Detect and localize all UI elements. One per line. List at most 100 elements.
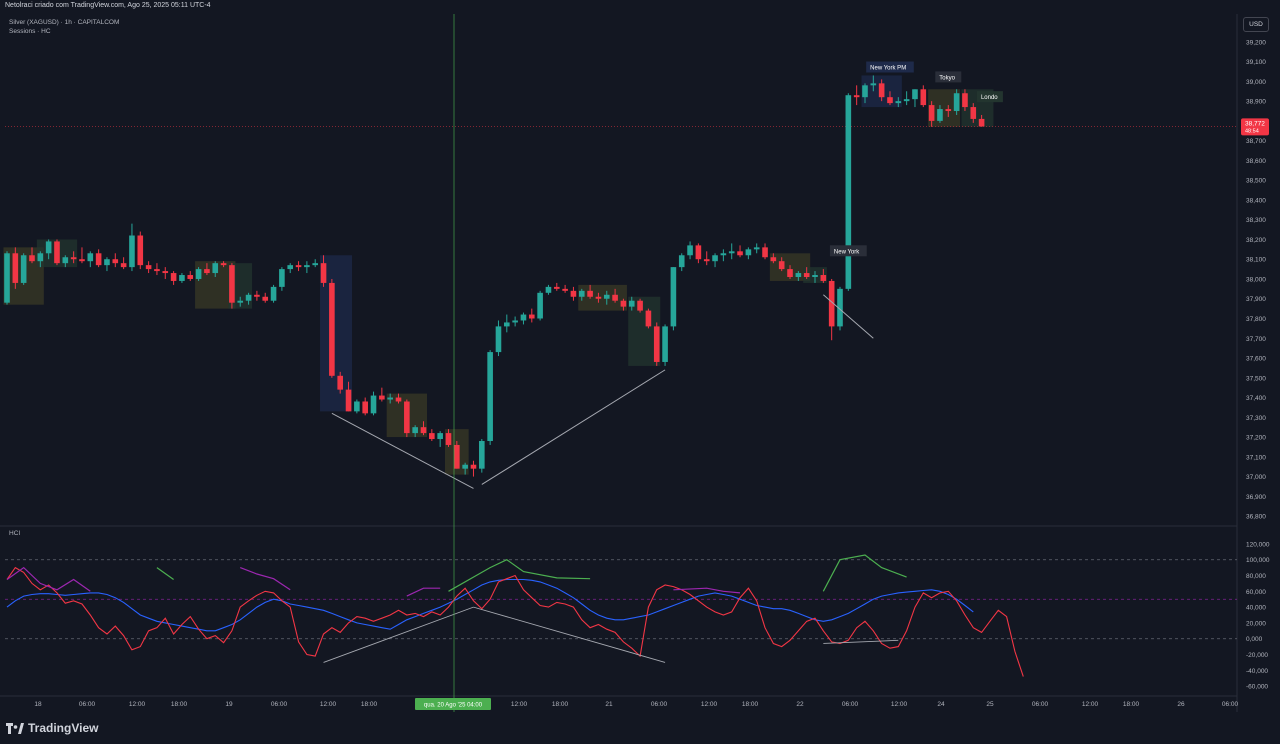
candle[interactable] (262, 292, 269, 303)
candle[interactable] (362, 397, 368, 416)
candle[interactable] (712, 253, 718, 268)
candle[interactable] (645, 308, 652, 329)
candle[interactable] (162, 267, 169, 279)
candle[interactable] (370, 391, 377, 416)
candle[interactable] (387, 393, 393, 404)
candle[interactable] (528, 308, 535, 323)
candle[interactable] (187, 271, 194, 281)
candle[interactable] (903, 91, 910, 106)
candle[interactable] (154, 263, 160, 276)
candle[interactable] (204, 263, 210, 276)
candle[interactable] (820, 269, 827, 283)
candle[interactable] (745, 247, 752, 260)
candle[interactable] (762, 243, 768, 260)
candle[interactable] (12, 247, 19, 289)
candle[interactable] (95, 249, 102, 268)
candle[interactable] (795, 271, 802, 281)
divergence-line[interactable] (331, 412, 474, 489)
indicator-line-segment[interactable] (448, 559, 591, 592)
candle[interactable] (945, 105, 952, 117)
candle[interactable] (237, 296, 244, 307)
candle[interactable] (703, 251, 710, 266)
candle[interactable] (245, 292, 252, 305)
indicator-line[interactable] (6, 578, 974, 632)
candle[interactable] (454, 441, 460, 469)
candle[interactable] (962, 89, 968, 112)
candle[interactable] (29, 247, 35, 264)
candle[interactable] (437, 431, 443, 447)
candle[interactable] (212, 261, 219, 277)
indicator-line[interactable] (6, 566, 1024, 677)
candle[interactable] (445, 429, 452, 447)
candle[interactable] (803, 267, 810, 279)
indicator-line-segment[interactable] (822, 554, 907, 592)
candle[interactable] (179, 273, 185, 283)
candle[interactable] (270, 284, 277, 303)
candle[interactable] (70, 251, 77, 264)
candle[interactable] (79, 247, 85, 264)
candle[interactable] (737, 245, 743, 258)
candle[interactable] (812, 271, 818, 283)
candle[interactable] (54, 239, 60, 266)
candle[interactable] (504, 314, 510, 333)
candle[interactable] (379, 387, 385, 402)
candle[interactable] (587, 284, 593, 299)
candle[interactable] (887, 91, 893, 106)
indicator-line-segment[interactable] (6, 566, 91, 592)
candle[interactable] (637, 298, 643, 313)
candle[interactable] (412, 425, 418, 438)
candle[interactable] (687, 241, 693, 260)
candle[interactable] (603, 290, 610, 305)
candle[interactable] (320, 255, 327, 287)
candle[interactable] (295, 261, 302, 272)
candle[interactable] (420, 421, 427, 436)
candle[interactable] (978, 114, 985, 127)
candle[interactable] (878, 79, 885, 102)
candle[interactable] (104, 257, 110, 272)
candle[interactable] (670, 267, 677, 331)
candle[interactable] (404, 399, 410, 438)
candle[interactable] (170, 271, 177, 285)
divergence-line[interactable] (481, 369, 666, 485)
candle[interactable] (678, 253, 685, 272)
candle[interactable] (254, 290, 260, 301)
candle[interactable] (120, 257, 127, 270)
candle[interactable] (562, 284, 568, 293)
candle[interactable] (112, 253, 119, 268)
candle[interactable] (462, 462, 468, 475)
candle[interactable] (537, 290, 543, 321)
candle[interactable] (620, 298, 627, 311)
candle[interactable] (628, 296, 635, 311)
divergence-line[interactable] (823, 294, 874, 339)
candle[interactable] (653, 322, 660, 366)
candle[interactable] (495, 320, 502, 357)
candle[interactable] (662, 324, 668, 366)
candle[interactable] (479, 439, 485, 473)
candle[interactable] (845, 93, 852, 291)
candle[interactable] (137, 231, 144, 270)
candle[interactable] (970, 103, 977, 123)
candle[interactable] (279, 267, 285, 291)
candle[interactable] (612, 288, 618, 303)
candle[interactable] (4, 251, 10, 305)
candle[interactable] (912, 89, 918, 108)
candle[interactable] (920, 85, 927, 108)
indicator-line-segment[interactable] (239, 567, 291, 591)
candle[interactable] (545, 284, 552, 295)
symbol-legend[interactable]: Silver (XAGUSD) · 1h · CAPITALCOM (9, 19, 120, 26)
tradingview-logo[interactable]: TradingView (6, 721, 98, 735)
candle[interactable] (787, 265, 793, 279)
candle[interactable] (429, 429, 435, 442)
candle[interactable] (928, 101, 935, 127)
candle[interactable] (395, 393, 402, 404)
candle[interactable] (312, 259, 319, 268)
currency-button[interactable]: USD (1243, 17, 1269, 32)
candle[interactable] (695, 243, 702, 264)
candle[interactable] (470, 460, 477, 477)
indicator-line-segment[interactable] (406, 587, 441, 597)
indicator-divergence-line[interactable] (823, 639, 899, 644)
candle[interactable] (20, 253, 27, 285)
candle[interactable] (487, 350, 493, 445)
candle[interactable] (220, 261, 227, 268)
candle[interactable] (287, 263, 294, 274)
